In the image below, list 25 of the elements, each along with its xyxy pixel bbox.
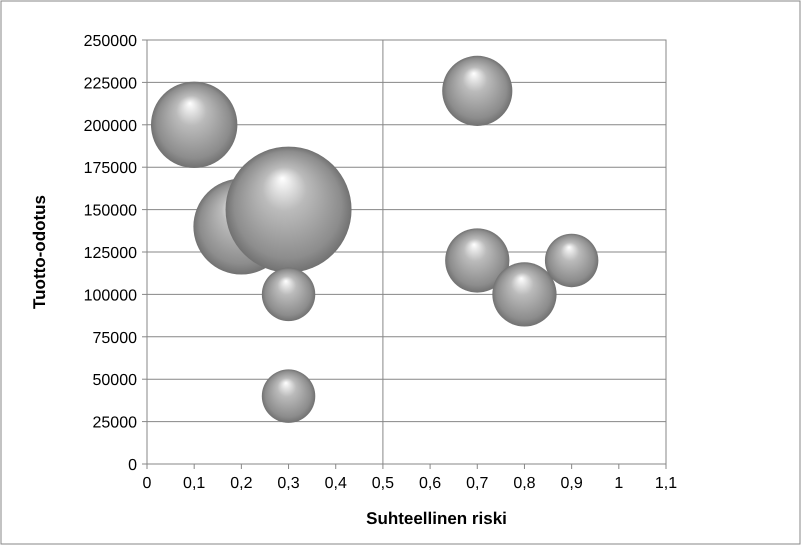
x-tick-label: 0 xyxy=(142,475,152,492)
x-tick-label: 0,4 xyxy=(324,475,347,492)
x-tick-label: 0,8 xyxy=(513,475,536,492)
y-tick-label: 200000 xyxy=(84,118,138,135)
y-axis-title: Tuotto-odotus xyxy=(30,195,49,309)
x-tick-label: 0,1 xyxy=(183,475,206,492)
x-tick-label: 0,6 xyxy=(418,475,442,492)
y-tick-label: 225000 xyxy=(84,75,138,92)
y-tick-label: 175000 xyxy=(84,160,138,178)
y-tick-label: 125000 xyxy=(84,245,138,262)
y-tick-label: 0 xyxy=(128,457,138,474)
x-tick-label: 0,5 xyxy=(372,475,394,492)
x-tick-label: 0,3 xyxy=(277,475,300,492)
x-tick-label: 0,7 xyxy=(466,475,488,492)
y-tick-label: 50000 xyxy=(92,372,138,390)
y-tick-label: 100000 xyxy=(84,287,138,304)
y-tick-label: 150000 xyxy=(84,202,138,220)
y-tick-label: 25000 xyxy=(92,414,138,432)
x-tick-label: 0,9 xyxy=(560,475,583,492)
x-tick-label: 1 xyxy=(614,475,624,492)
x-tick-label: 1,1 xyxy=(654,475,678,492)
y-tick-label: 75000 xyxy=(92,330,138,347)
x-tick-label: 0,2 xyxy=(230,475,253,492)
y-tick-label: 250000 xyxy=(84,33,138,50)
x-axis-title: Suhteellinen riski xyxy=(366,509,507,528)
